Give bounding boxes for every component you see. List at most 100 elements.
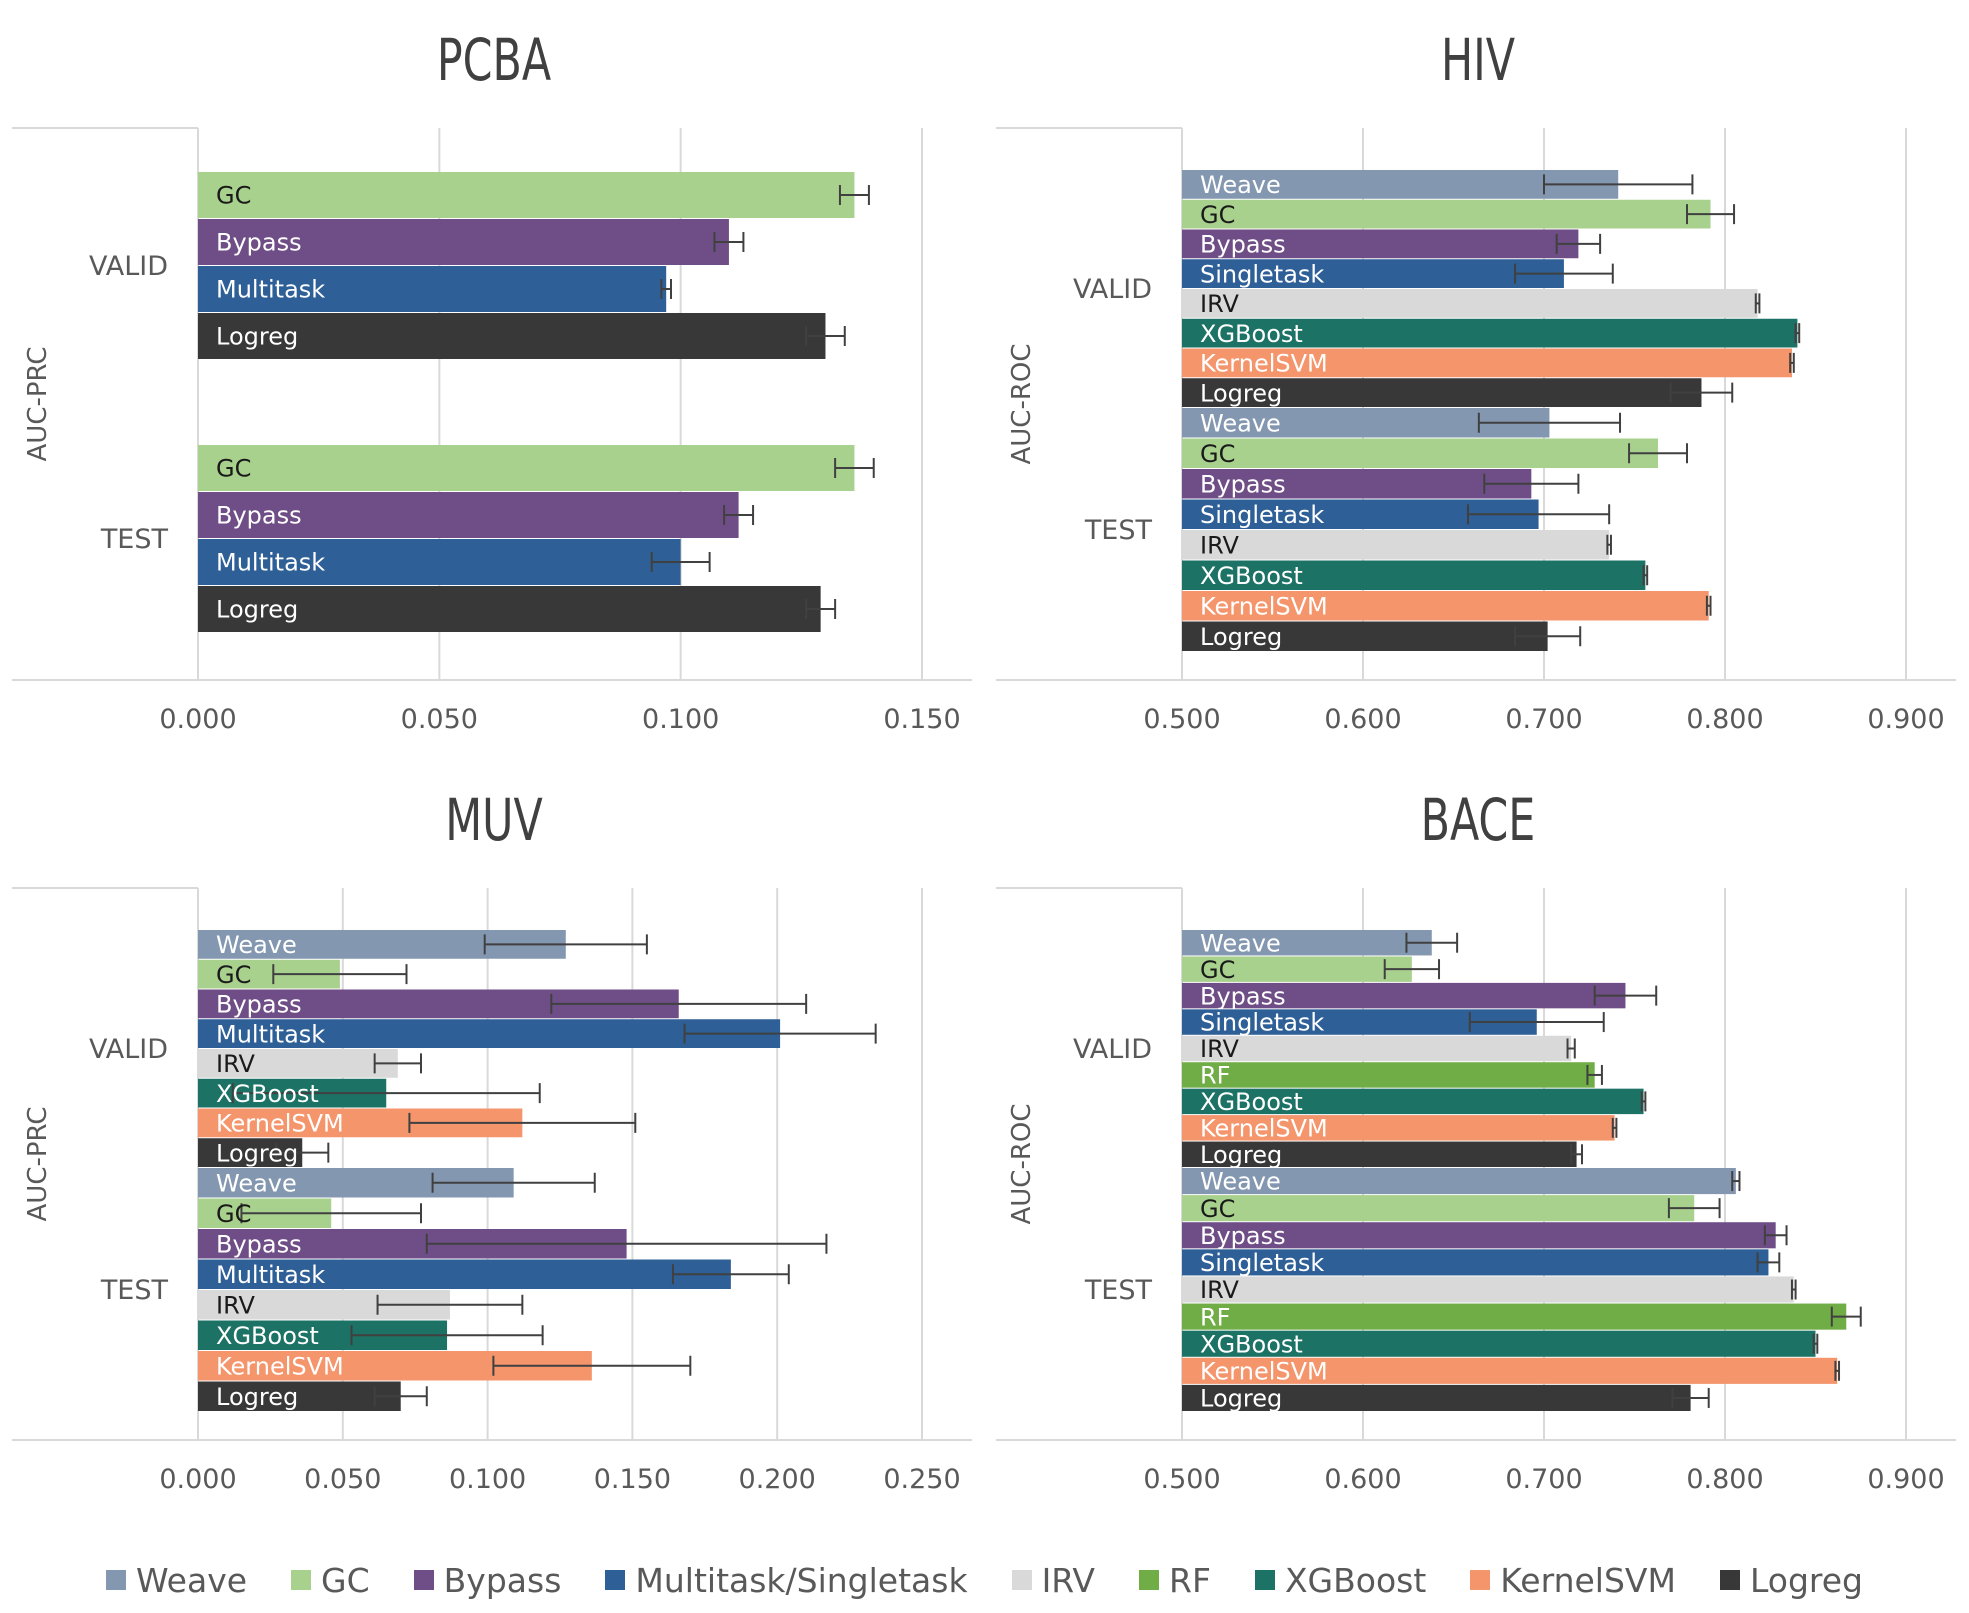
bace-test-bar-gc: [1182, 1195, 1695, 1222]
muv-valid-bar-label-gc: GC: [216, 961, 251, 989]
muv-title: MUV: [445, 786, 543, 854]
hiv-group-label-test: TEST: [1084, 515, 1153, 546]
muv-valid-bar-multitask: [198, 1019, 781, 1048]
muv-valid-bar-label-bypass: Bypass: [216, 991, 302, 1019]
pcba-test-bar-bypass: [198, 492, 739, 538]
hiv-test-bar-kernelsvm: [1182, 591, 1709, 621]
hiv-test-bar-gc: [1182, 438, 1659, 468]
muv-test-bar-label-weave: Weave: [216, 1169, 297, 1197]
bace-test-bar-rf: [1182, 1303, 1847, 1330]
muv-group-label-valid: VALID: [89, 1034, 168, 1065]
muv-test-bar-label-kernelsvm: KernelSVM: [216, 1352, 344, 1380]
legend-label-multitask-singletask: Multitask/Singletask: [635, 1560, 968, 1600]
hiv-valid-bar-kernelsvm: [1182, 348, 1792, 378]
muv-valid-bar-label-irv: IRV: [216, 1050, 255, 1078]
muv-tick-label-1: 0.050: [304, 1464, 381, 1495]
bace-test-bar-label-gc: GC: [1200, 1195, 1235, 1223]
muv-valid-bar-label-kernelsvm: KernelSVM: [216, 1110, 344, 1138]
legend-item-bypass: Bypass: [413, 1560, 562, 1600]
pcba-valid-bar-label-bypass: Bypass: [216, 229, 302, 257]
legend-item-logreg: Logreg: [1719, 1560, 1863, 1600]
hiv-test-bar-label-bypass: Bypass: [1200, 470, 1286, 498]
bace-test-bar-label-bypass: Bypass: [1200, 1222, 1286, 1250]
bace-valid-bar-label-bypass: Bypass: [1200, 982, 1286, 1010]
pcba-test-bar-gc: [198, 445, 855, 491]
bace-valid-bar-label-singletask: Singletask: [1200, 1009, 1324, 1037]
legend-item-rf: RF: [1139, 1561, 1211, 1600]
bace-group-label-valid: VALID: [1073, 1034, 1152, 1065]
pcba-tick-label-3: 0.150: [883, 704, 960, 735]
muv-tick-label-5: 0.250: [883, 1464, 960, 1495]
muv-test-bar-label-irv: IRV: [216, 1291, 255, 1319]
bace-valid-bar-label-irv: IRV: [1200, 1035, 1239, 1063]
legend-label-xgboost: XGBoost: [1284, 1560, 1427, 1600]
muv-group-label-test: TEST: [100, 1275, 169, 1306]
bace-tick-label-1: 0.600: [1324, 1464, 1401, 1495]
pcba-chart-panel: PCBA 0.000 0.050 0.100 0.150 AUC-PRC VALID GC By…: [0, 0, 984, 760]
bace-valid-bar-label-weave: Weave: [1200, 929, 1281, 957]
hiv-valid-bar-gc: [1182, 199, 1711, 229]
chart-svg: PCBA 0.000 0.050 0.100 0.150 AUC-PRC VALID GC By…: [12, 26, 972, 735]
bace-test-bar-logreg: [1182, 1384, 1691, 1411]
bace-tick-label-0: 0.500: [1143, 1464, 1220, 1495]
hiv-group-label-valid: VALID: [1073, 274, 1152, 305]
muv-tick-label-0: 0.000: [159, 1464, 236, 1495]
bace-valid-bar-weave: [1182, 930, 1432, 956]
hiv-tick-label-3: 0.800: [1686, 704, 1763, 735]
pcba-test-bar-label-logreg: Logreg: [216, 596, 298, 624]
hiv-test-bar-label-kernelsvm: KernelSVM: [1200, 592, 1328, 620]
hiv-title: HIV: [1441, 26, 1515, 94]
muv-test-bar-label-bypass: Bypass: [216, 1230, 302, 1258]
muv-valid-bar-label-weave: Weave: [216, 931, 297, 959]
bace-y-axis-label: AUC-ROC: [1007, 1103, 1037, 1224]
legend-label-kernelsvm: KernelSVM: [1500, 1560, 1676, 1600]
bace-valid-bar-label-rf: RF: [1200, 1062, 1230, 1090]
hiv-valid-bar-label-gc: GC: [1200, 201, 1235, 229]
pcba-valid-bar-gc: [198, 172, 855, 218]
chart-svg: HIV 0.500 0.600 0.700 0.800 0.900 AUC-ROC VALID…: [996, 26, 1956, 735]
bace-test-bar-label-logreg: Logreg: [1200, 1385, 1282, 1413]
muv-test-bar-logreg: [198, 1381, 401, 1411]
pcba-test-bar-multitask: [198, 539, 681, 585]
hiv-tick-label-1: 0.600: [1324, 704, 1401, 735]
bace-test-bar-label-kernelsvm: KernelSVM: [1200, 1357, 1328, 1385]
muv-test-bar-label-gc: GC: [216, 1200, 251, 1228]
pcba-tick-label-0: 0.000: [159, 704, 236, 735]
legend-swatch-gc: [291, 1570, 312, 1590]
bace-valid-bar-label-gc: GC: [1200, 956, 1235, 984]
hiv-valid-bar-xgboost: [1182, 318, 1798, 348]
pcba-valid-bar-bypass: [198, 219, 729, 265]
bace-test-bar-weave: [1182, 1168, 1736, 1195]
hiv-test-bar-logreg: [1182, 621, 1548, 651]
bace-test-bar-label-rf: RF: [1200, 1303, 1230, 1331]
bace-test-bar-label-singletask: Singletask: [1200, 1249, 1324, 1277]
legend-label-logreg: Logreg: [1749, 1560, 1863, 1600]
hiv-test-bar-xgboost: [1182, 560, 1646, 590]
muv-valid-bar-label-xgboost: XGBoost: [216, 1080, 319, 1108]
hiv-valid-bar-label-xgboost: XGBoost: [1200, 320, 1303, 348]
bace-test-bar-irv: [1182, 1276, 1794, 1303]
legend-swatch-irv: [1011, 1570, 1032, 1590]
pcba-test-bar-logreg: [198, 586, 821, 632]
muv-tick-label-3: 0.150: [594, 1464, 671, 1495]
muv-test-bar-multitask: [198, 1259, 731, 1289]
bace-test-bar-label-weave: Weave: [1200, 1168, 1281, 1196]
legend-item-irv: IRV: [1011, 1561, 1095, 1600]
legend-label-gc: GC: [321, 1560, 370, 1600]
legend-label-bypass: Bypass: [443, 1560, 562, 1600]
bace-tick-label-2: 0.700: [1505, 1464, 1582, 1495]
bace-chart-panel: BACE 0.500 0.600 0.700 0.800 0.900 AUC-ROC VALI…: [984, 760, 1968, 1520]
hiv-valid-bar-label-kernelsvm: KernelSVM: [1200, 350, 1328, 378]
pcba-group-label-test: TEST: [100, 524, 169, 555]
bace-valid-bar-kernelsvm: [1182, 1115, 1615, 1141]
legend-label-rf: RF: [1169, 1560, 1211, 1600]
legend-item-weave: Weave: [105, 1561, 247, 1600]
legend-item-kernelsvm: KernelSVM: [1470, 1561, 1676, 1600]
muv-valid-bar-label-multitask: Multitask: [216, 1020, 325, 1048]
hiv-valid-bar-singletask: [1182, 259, 1564, 288]
muv-test-bar-label-xgboost: XGBoost: [216, 1322, 319, 1350]
bace-test-bar-label-xgboost: XGBoost: [1200, 1330, 1303, 1358]
bace-test-bar-bypass: [1182, 1222, 1776, 1249]
hiv-test-bar-label-irv: IRV: [1200, 531, 1239, 559]
legend-swatch-logreg: [1719, 1570, 1740, 1590]
